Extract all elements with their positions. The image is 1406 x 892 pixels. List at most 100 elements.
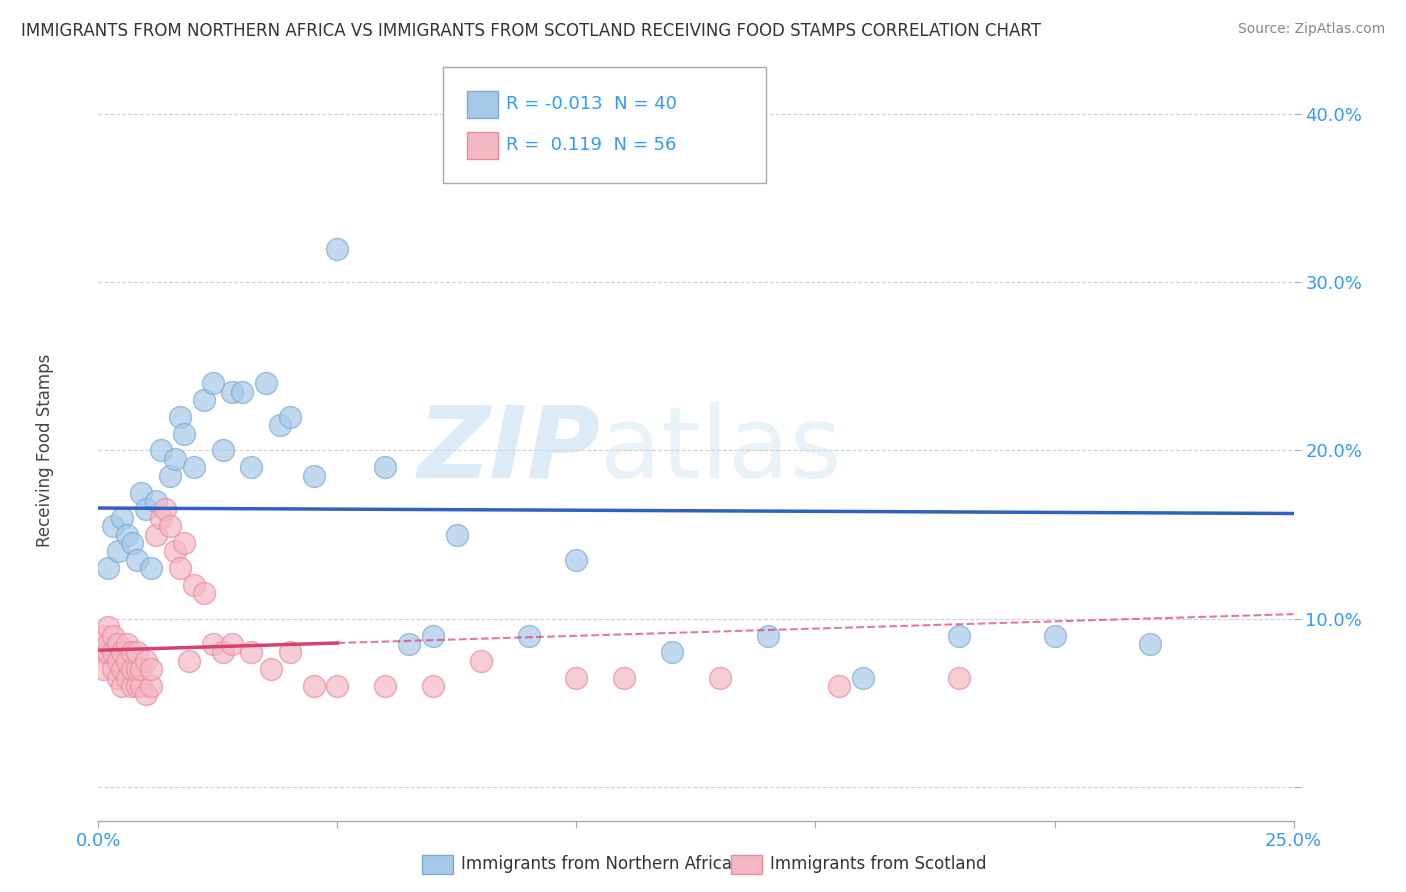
Point [155, 502, 177, 516]
Point [211, 443, 233, 458]
Point [661, 645, 683, 659]
Point [111, 662, 134, 676]
Point [398, 637, 420, 651]
Point [163, 451, 186, 466]
Point [422, 679, 444, 693]
Point [111, 510, 134, 524]
Point [91, 628, 114, 642]
Point [115, 637, 138, 651]
Point [202, 376, 225, 391]
Point [125, 645, 148, 659]
Point [101, 645, 124, 659]
Point [135, 502, 157, 516]
Point [221, 637, 243, 651]
Point [107, 544, 129, 558]
Point [149, 510, 172, 524]
Point [131, 679, 153, 693]
Point [269, 418, 291, 433]
Point [115, 671, 138, 685]
Point [159, 519, 181, 533]
Point [121, 645, 143, 659]
Point [91, 662, 114, 676]
Point [115, 654, 138, 668]
Point [145, 494, 167, 508]
Point [107, 654, 129, 668]
Text: Immigrants from Northern Africa: Immigrants from Northern Africa [461, 855, 733, 873]
Point [111, 645, 134, 659]
Point [202, 637, 225, 651]
Point [135, 654, 157, 668]
Point [446, 527, 468, 541]
Point [254, 376, 277, 391]
Point [139, 561, 162, 575]
Point [374, 460, 396, 475]
Point [221, 384, 243, 399]
Point [101, 662, 124, 676]
Point [149, 443, 172, 458]
Point [169, 409, 191, 424]
Point [107, 671, 129, 685]
Point [97, 645, 120, 659]
Point [374, 679, 396, 693]
Point [125, 662, 148, 676]
Point [565, 553, 588, 567]
Point [179, 654, 201, 668]
Point [101, 519, 124, 533]
Point [145, 527, 167, 541]
Point [193, 586, 215, 600]
Point [193, 392, 215, 407]
Point [131, 662, 153, 676]
Point [231, 384, 253, 399]
Point [97, 620, 120, 634]
Point [828, 679, 851, 693]
Point [97, 637, 120, 651]
Point [709, 671, 731, 685]
Point [173, 536, 195, 550]
Point [125, 679, 148, 693]
Point [183, 578, 205, 592]
Point [278, 409, 301, 424]
Point [101, 628, 124, 642]
Point [173, 426, 195, 441]
Text: ZIP: ZIP [418, 402, 600, 499]
Point [422, 628, 444, 642]
Text: R =  0.119  N = 56: R = 0.119 N = 56 [506, 136, 676, 154]
Point [948, 628, 970, 642]
Point [139, 662, 162, 676]
Point [326, 679, 349, 693]
Point [1043, 628, 1066, 642]
Point [121, 662, 143, 676]
Point [125, 553, 148, 567]
Point [139, 679, 162, 693]
Point [131, 485, 153, 500]
Point [326, 242, 349, 256]
Point [1139, 637, 1161, 651]
Text: Receiving Food Stamps: Receiving Food Stamps [35, 354, 53, 547]
Text: Source: ZipAtlas.com: Source: ZipAtlas.com [1237, 22, 1385, 37]
Point [565, 671, 588, 685]
Point [91, 645, 114, 659]
Point [159, 468, 181, 483]
Text: IMMIGRANTS FROM NORTHERN AFRICA VS IMMIGRANTS FROM SCOTLAND RECEIVING FOOD STAMP: IMMIGRANTS FROM NORTHERN AFRICA VS IMMIG… [21, 22, 1040, 40]
Point [163, 544, 186, 558]
Point [97, 561, 120, 575]
Point [107, 637, 129, 651]
Point [278, 645, 301, 659]
Text: R = -0.013  N = 40: R = -0.013 N = 40 [506, 95, 678, 113]
Point [115, 527, 138, 541]
Point [121, 536, 143, 550]
Point [240, 460, 263, 475]
Point [948, 671, 970, 685]
Point [121, 679, 143, 693]
Point [517, 628, 540, 642]
Point [613, 671, 636, 685]
Point [756, 628, 779, 642]
Text: atlas: atlas [600, 402, 842, 499]
Point [183, 460, 205, 475]
Point [470, 654, 492, 668]
Point [169, 561, 191, 575]
Text: Immigrants from Scotland: Immigrants from Scotland [770, 855, 987, 873]
Point [111, 679, 134, 693]
Point [302, 468, 325, 483]
Point [135, 688, 157, 702]
